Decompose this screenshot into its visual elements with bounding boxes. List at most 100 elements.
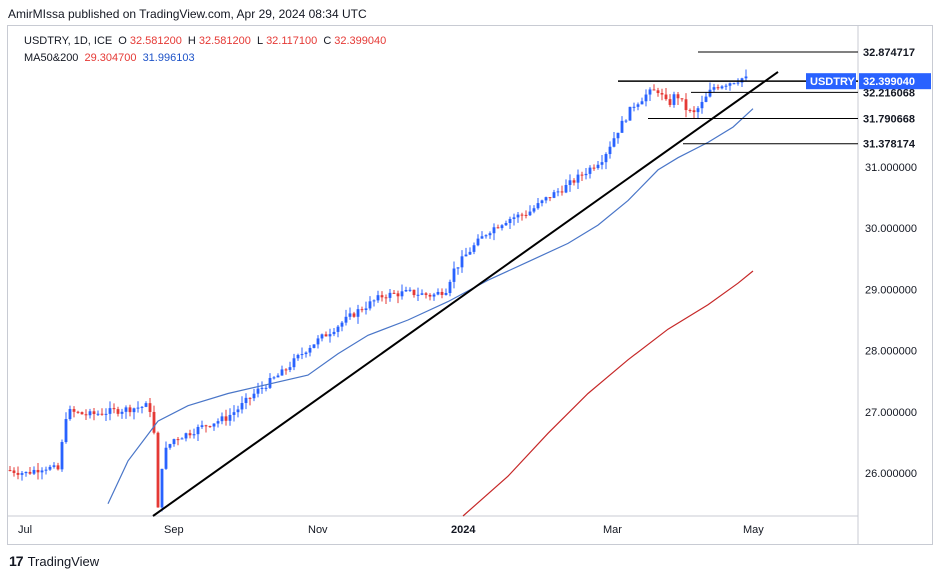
candle-body (461, 256, 464, 267)
candle-body (421, 293, 424, 294)
candle-body (253, 394, 256, 399)
candle-body (189, 433, 192, 435)
ohlc-low: 32.117100 (266, 35, 317, 47)
candle-body (537, 203, 540, 208)
candle-body (289, 367, 292, 370)
candle-body (489, 233, 492, 235)
candle-body (41, 470, 44, 472)
candle-body (73, 409, 76, 412)
candle-body (249, 398, 252, 399)
candle-body (505, 223, 508, 225)
candle-body (525, 215, 528, 216)
candle-body (397, 293, 400, 296)
candle-body (449, 282, 452, 293)
candle-body (409, 290, 412, 291)
candle-body (157, 433, 160, 508)
candle-body (645, 95, 648, 102)
candle-body (205, 425, 208, 426)
candle-body (465, 255, 468, 257)
candle-body (573, 180, 576, 182)
candle-body (45, 470, 48, 471)
candle-body (181, 438, 184, 439)
candle-body (81, 412, 84, 414)
candle-body (497, 227, 500, 228)
candle-body (21, 473, 24, 475)
candle-body (585, 174, 588, 175)
candle-body (453, 269, 456, 282)
candle-body (669, 99, 672, 105)
candle-body (617, 133, 620, 138)
candle-body (689, 110, 692, 111)
candle-body (721, 86, 724, 88)
brand-name: TradingView (28, 554, 100, 569)
candle-body (541, 200, 544, 203)
candle-body (121, 412, 124, 414)
price-tick-label: 28.000000 (865, 346, 917, 358)
candle-body (61, 442, 64, 469)
candle-body (701, 102, 704, 108)
candle-body (657, 90, 660, 93)
candle-body (37, 470, 40, 472)
candle-body (53, 465, 56, 467)
candle-body (161, 469, 164, 508)
candle-body (549, 197, 552, 198)
candle-body (381, 295, 384, 297)
candle-body (209, 426, 212, 427)
candle-body (349, 313, 352, 316)
candle-body (129, 407, 132, 412)
candle-body (297, 355, 300, 358)
candle-body (401, 291, 404, 296)
candle-body (353, 313, 356, 316)
candle-body (693, 110, 696, 112)
ma-legend: MA50&200 29.304700 31.996103 (24, 52, 198, 64)
candle-body (637, 104, 640, 106)
time-tick-label: Nov (308, 524, 328, 536)
candle-body (545, 197, 548, 200)
level-label: 31.378174 (863, 139, 916, 151)
candle-body (133, 408, 136, 412)
ma50-value: 29.304700 (85, 52, 137, 64)
candle-body (217, 421, 220, 423)
candle-body (109, 408, 112, 414)
ohlc-close-label: C (323, 35, 331, 47)
candle-body (145, 403, 148, 407)
candle-body (641, 101, 644, 104)
chart-canvas[interactable]: 26.000000 27.000000 28.000000 29.000000 30.0… (8, 26, 932, 544)
candle-body (437, 292, 440, 295)
candle-body (221, 416, 224, 421)
footer-brand: 17 TradingView (9, 553, 99, 569)
time-tick-label: May (743, 524, 764, 536)
ohlc-high: 32.581200 (199, 35, 251, 47)
candle-body (521, 215, 524, 216)
candle-body (369, 301, 372, 308)
candle-body (105, 414, 108, 415)
time-tick-label: Jul (18, 524, 32, 536)
candle-body (137, 408, 140, 409)
time-tick-label: Sep (164, 524, 184, 536)
candle-body (377, 295, 380, 300)
price-tick-label: 30.000000 (865, 223, 917, 235)
candle-body (661, 93, 664, 95)
symbol-price-tag-label: USDTRY (810, 76, 855, 88)
time-tick-label: Mar (603, 524, 622, 536)
candle-body (257, 389, 260, 394)
candle-body (329, 334, 332, 336)
level-label: 31.790668 (863, 113, 915, 125)
candle-body (309, 348, 312, 353)
candle-body (317, 338, 320, 344)
candle-body (149, 403, 152, 412)
candle-body (677, 94, 680, 98)
candle-body (509, 219, 512, 223)
candle-body (713, 87, 716, 90)
candle-body (709, 90, 712, 97)
candle-body (269, 378, 272, 388)
candle-body (605, 154, 608, 162)
candle-body (153, 412, 156, 433)
candle-body (589, 168, 592, 174)
candle-body (665, 95, 668, 100)
candle-body (301, 354, 304, 355)
candle-body (393, 293, 396, 294)
candle-body (745, 76, 748, 78)
candle-body (729, 83, 732, 85)
candle-body (197, 427, 200, 434)
